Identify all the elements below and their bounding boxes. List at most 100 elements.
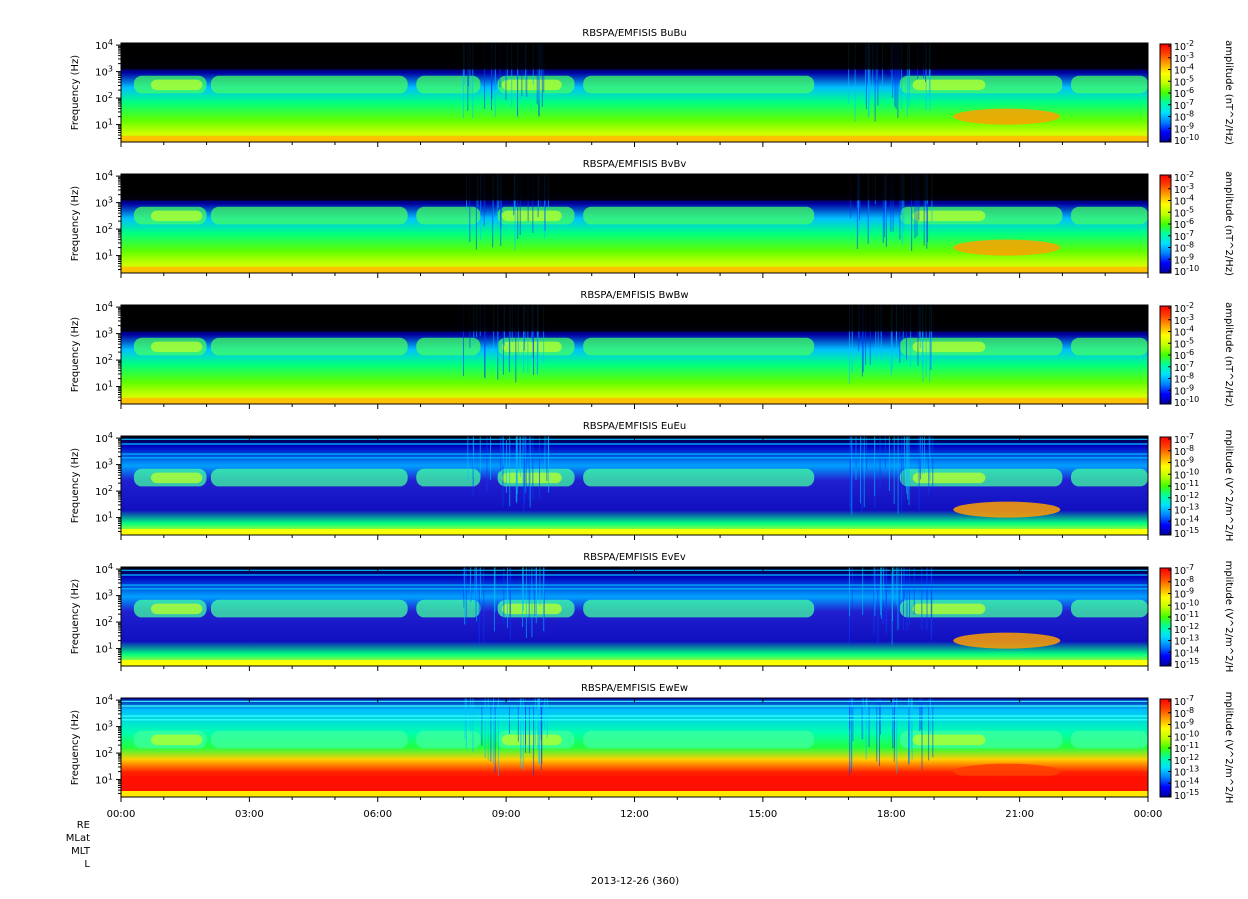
colorbar-label: amplitude (nT^2/Hz) (1223, 40, 1234, 145)
panel-title: RBSPA/EMFISIS BuBu (582, 28, 686, 39)
y-tick-label: 103 (95, 327, 113, 341)
colorbar-tick-label: 10-8 (1174, 706, 1194, 720)
y-axis-label: Frequency (Hz) (70, 55, 81, 131)
panel-5: RBSPA/EMFISIS EvEv Frequency (Hz) 101 102 10… (70, 552, 1234, 672)
panel-title: RBSPA/EMFISIS EwEw (581, 683, 688, 694)
colorbar-tick-label: 10-9 (1174, 121, 1194, 135)
y-axis-label: Frequency (Hz) (70, 710, 81, 786)
y-tick-label: 104 (95, 562, 113, 576)
colorbar (1160, 44, 1171, 142)
x-tick-label: 03:00 (235, 809, 264, 820)
panel-title: RBSPA/EMFISIS EvEv (583, 552, 686, 563)
colorbar-tick-label: 10-8 (1174, 241, 1194, 255)
colorbar-tick-label: 10-14 (1174, 645, 1199, 659)
panel-1: RBSPA/EMFISIS BuBu Frequency (Hz) 101 102 10… (70, 28, 1234, 147)
colorbar-tick-label: 10-4 (1174, 63, 1194, 77)
y-tick-label: 104 (95, 300, 113, 314)
x-tick-label: 18:00 (877, 809, 906, 820)
colorbar-tick-label: 10-8 (1174, 444, 1194, 458)
colorbar-tick-label: 10-5 (1174, 205, 1194, 219)
colorbar-tick-label: 10-14 (1174, 514, 1199, 528)
colorbar-tick-label: 10-5 (1174, 74, 1194, 88)
panel-title: RBSPA/EMFISIS BvBv (583, 159, 687, 170)
x-tick-label: 12:00 (620, 809, 649, 820)
y-tick-label: 103 (95, 196, 113, 210)
colorbar-label: amplitude (nT^2/Hz) (1223, 171, 1234, 276)
ephemeris-label-re: RE (76, 820, 90, 831)
colorbar (1160, 437, 1171, 535)
y-axis-label: Frequency (Hz) (70, 448, 81, 524)
y-tick-label: 104 (95, 693, 113, 707)
colorbar-tick-label: 10-9 (1174, 383, 1194, 397)
colorbar-tick-label: 10-10 (1174, 729, 1199, 743)
colorbar-tick-label: 10-10 (1174, 395, 1199, 409)
colorbar-label: mplitude (V^2/m^2/H (1223, 561, 1234, 673)
colorbar-tick-label: 10-3 (1174, 51, 1194, 65)
colorbar-tick-label: 10-7 (1174, 360, 1194, 374)
y-axis-label: Frequency (Hz) (70, 579, 81, 655)
colorbar-tick-label: 10-7 (1174, 229, 1194, 243)
y-tick-label: 101 (95, 511, 113, 525)
y-tick-label: 103 (95, 720, 113, 734)
colorbar-label: mplitude (V^2/m^2/H (1223, 430, 1234, 542)
colorbar-tick-label: 10-13 (1174, 634, 1199, 648)
colorbar-tick-label: 10-13 (1174, 503, 1199, 517)
colorbar-tick-label: 10-11 (1174, 741, 1199, 755)
colorbar-tick-label: 10-10 (1174, 133, 1199, 147)
colorbar-tick-label: 10-2 (1174, 170, 1194, 184)
colorbar-tick-label: 10-11 (1174, 479, 1199, 493)
panel-2: RBSPA/EMFISIS BvBv Frequency (Hz) 101 102 10… (70, 159, 1234, 278)
y-tick-label: 101 (95, 380, 113, 394)
ephemeris-label-l: L (84, 859, 90, 870)
panel-6: RBSPA/EMFISIS EwEw Frequency (Hz) 101 102 10… (70, 683, 1234, 820)
colorbar-tick-label: 10-9 (1174, 252, 1194, 266)
x-tick-label: 09:00 (492, 809, 521, 820)
x-tick-label: 21:00 (1005, 809, 1034, 820)
colorbar (1160, 175, 1171, 273)
y-tick-label: 104 (95, 169, 113, 183)
colorbar-tick-label: 10-6 (1174, 348, 1194, 362)
colorbar-tick-label: 10-10 (1174, 264, 1199, 278)
colorbar-tick-label: 10-9 (1174, 587, 1194, 601)
colorbar-tick-label: 10-2 (1174, 39, 1194, 53)
colorbar-tick-label: 10-8 (1174, 110, 1194, 124)
colorbar-tick-label: 10-12 (1174, 753, 1199, 767)
x-tick-label: 15:00 (748, 809, 777, 820)
colorbar-label: amplitude (nT^2/Hz) (1223, 302, 1234, 407)
date-label: 2013-12-26 (360) (590, 876, 680, 887)
colorbar-tick-label: 10-4 (1174, 325, 1194, 339)
y-tick-label: 101 (95, 118, 113, 132)
panel-4: RBSPA/EMFISIS EuEu Frequency (Hz) 101 102 10… (70, 421, 1234, 541)
colorbar-tick-label: 10-8 (1174, 372, 1194, 386)
colorbar (1160, 699, 1171, 797)
y-tick-label: 101 (95, 773, 113, 787)
y-tick-label: 101 (95, 642, 113, 656)
y-tick-label: 101 (95, 249, 113, 263)
colorbar-tick-label: 10-7 (1174, 563, 1194, 577)
colorbar-tick-label: 10-14 (1174, 776, 1199, 790)
colorbar-tick-label: 10-7 (1174, 432, 1194, 446)
colorbar-tick-label: 10-7 (1174, 694, 1194, 708)
panel-title: RBSPA/EMFISIS BwBw (580, 290, 688, 301)
ephemeris-label-mlat: MLat (65, 833, 90, 844)
y-tick-label: 102 (95, 484, 113, 498)
colorbar-tick-label: 10-5 (1174, 336, 1194, 350)
colorbar-label: mplitude (V^2/m^2/H (1223, 692, 1234, 804)
colorbar (1160, 306, 1171, 404)
colorbar-tick-label: 10-10 (1174, 467, 1199, 481)
y-tick-label: 103 (95, 458, 113, 472)
colorbar-tick-label: 10-3 (1174, 182, 1194, 196)
y-tick-label: 103 (95, 65, 113, 79)
colorbar-tick-label: 10-11 (1174, 610, 1199, 624)
panel-title: RBSPA/EMFISIS EuEu (583, 421, 686, 432)
colorbar-tick-label: 10-15 (1174, 657, 1199, 671)
x-tick-label: 06:00 (363, 809, 392, 820)
colorbar-tick-label: 10-4 (1174, 194, 1194, 208)
colorbar-tick-label: 10-6 (1174, 86, 1194, 100)
y-axis-label: Frequency (Hz) (70, 186, 81, 262)
colorbar-tick-label: 10-6 (1174, 217, 1194, 231)
y-tick-label: 102 (95, 91, 113, 105)
x-tick-label: 00:00 (107, 809, 136, 820)
y-tick-label: 104 (95, 38, 113, 52)
colorbar-tick-label: 10-15 (1174, 788, 1199, 802)
